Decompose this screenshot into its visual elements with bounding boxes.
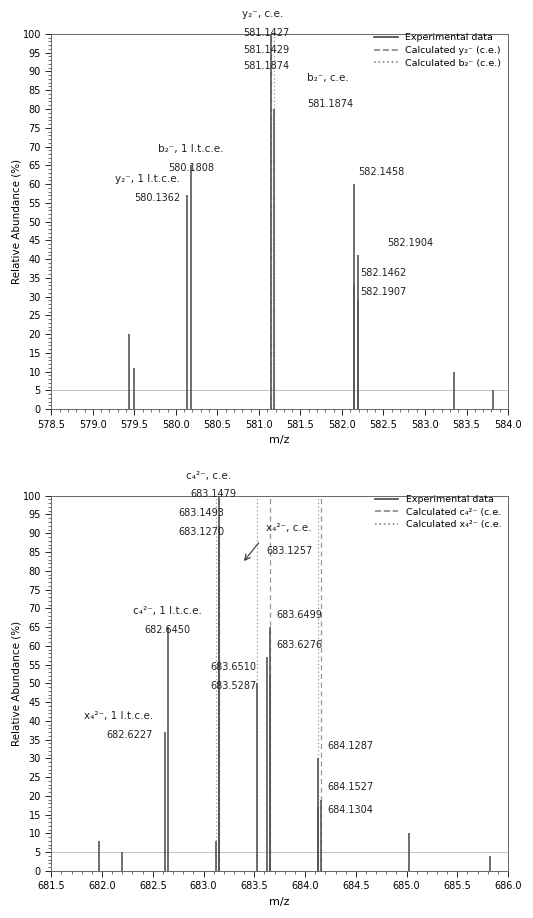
Text: x₄²⁻, c.e.: x₄²⁻, c.e. [266, 523, 312, 533]
Text: 581.1427: 581.1427 [243, 28, 289, 38]
Text: y₂⁻, c.e.: y₂⁻, c.e. [243, 9, 284, 19]
Text: 683.6499: 683.6499 [277, 610, 322, 620]
Legend: Experimental data, Calculated c₄²⁻ (c.e., Calculated x₄²⁻ (c.e.: Experimental data, Calculated c₄²⁻ (c.e.… [371, 491, 505, 533]
Text: 581.1874: 581.1874 [244, 62, 289, 72]
Text: y₂⁻, 1 l.t.c.e.: y₂⁻, 1 l.t.c.e. [115, 174, 180, 184]
Y-axis label: Relative Abundance (%): Relative Abundance (%) [11, 621, 21, 746]
Text: 683.6276: 683.6276 [277, 640, 323, 650]
Text: b₂⁻, c.e.: b₂⁻, c.e. [307, 73, 349, 83]
Text: 683.1493: 683.1493 [179, 509, 224, 519]
Text: 580.1808: 580.1808 [168, 162, 214, 173]
Text: 682.6450: 682.6450 [144, 624, 190, 634]
Text: 582.1458: 582.1458 [359, 166, 405, 176]
Text: 581.1874: 581.1874 [307, 99, 353, 109]
Text: 684.1527: 684.1527 [327, 782, 374, 792]
Text: 581.1429: 581.1429 [244, 45, 289, 54]
Text: 683.1270: 683.1270 [179, 527, 224, 537]
Text: x₄²⁻, 1 l.t.c.e.: x₄²⁻, 1 l.t.c.e. [84, 711, 153, 721]
Text: 683.1257: 683.1257 [266, 546, 313, 555]
Text: b₂⁻, 1 l.t.c.e.: b₂⁻, 1 l.t.c.e. [158, 144, 223, 154]
Text: 683.6510: 683.6510 [211, 662, 256, 672]
Text: 582.1462: 582.1462 [360, 268, 407, 278]
Text: c₄²⁻, c.e.: c₄²⁻, c.e. [186, 471, 231, 481]
Text: 683.1479: 683.1479 [191, 489, 237, 499]
Text: 682.6227: 682.6227 [107, 730, 153, 740]
Text: 582.1904: 582.1904 [387, 238, 434, 248]
Text: 582.1907: 582.1907 [360, 286, 407, 297]
X-axis label: m/z: m/z [270, 897, 290, 907]
Text: 684.1287: 684.1287 [327, 741, 374, 751]
Text: c₄²⁻, 1 l.t.c.e.: c₄²⁻, 1 l.t.c.e. [133, 606, 201, 616]
Text: 684.1304: 684.1304 [327, 805, 373, 814]
Text: 580.1362: 580.1362 [134, 193, 180, 203]
Legend: Experimental data, Calculated y₂⁻ (c.e.), Calculated b₂⁻ (c.e.): Experimental data, Calculated y₂⁻ (c.e.)… [370, 29, 505, 72]
Y-axis label: Relative Abundance (%): Relative Abundance (%) [11, 159, 21, 284]
Text: 683.5287: 683.5287 [210, 681, 256, 691]
X-axis label: m/z: m/z [270, 435, 290, 445]
